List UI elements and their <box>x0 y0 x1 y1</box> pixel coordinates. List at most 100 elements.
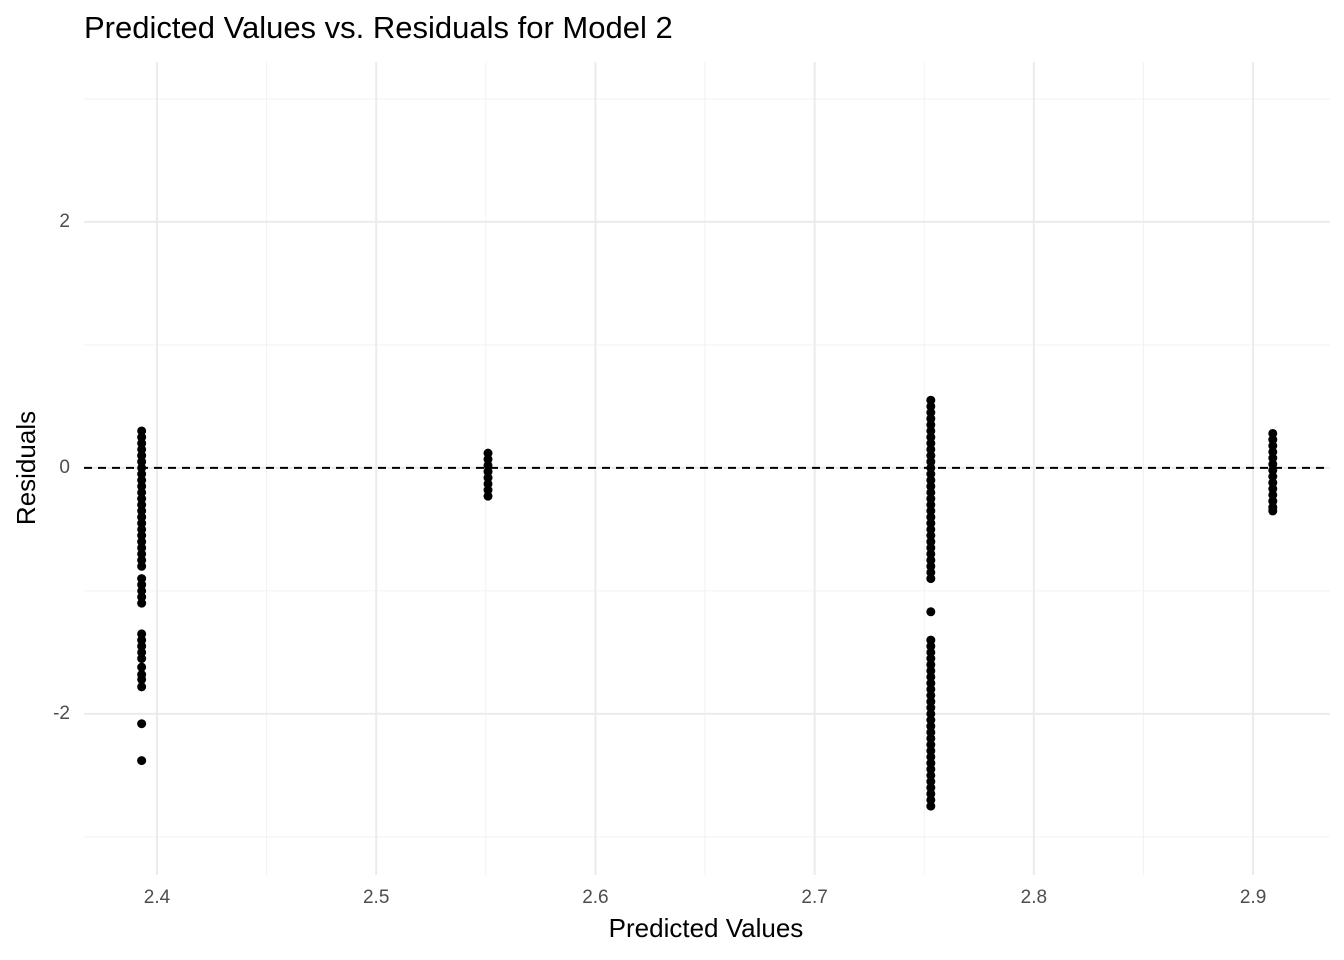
point <box>137 674 147 684</box>
y-tick-label: 0 <box>59 457 70 478</box>
point <box>1268 447 1278 457</box>
point <box>483 467 493 477</box>
plot-area <box>84 395 1330 811</box>
point <box>137 543 147 553</box>
point <box>926 764 936 774</box>
point <box>1268 484 1278 494</box>
point <box>137 549 147 559</box>
point <box>926 518 936 528</box>
point <box>137 586 147 596</box>
point <box>926 500 936 510</box>
point <box>137 756 147 766</box>
point <box>926 432 936 442</box>
point <box>137 457 147 467</box>
x-axis-label: Predicted Values <box>609 913 804 943</box>
point <box>926 641 936 651</box>
point <box>1268 435 1278 445</box>
point <box>137 641 147 651</box>
point <box>926 401 936 411</box>
point <box>926 703 936 713</box>
point <box>926 727 936 737</box>
point <box>926 801 936 811</box>
point <box>926 414 936 424</box>
point <box>926 684 936 694</box>
point <box>926 795 936 805</box>
point <box>137 647 147 657</box>
point <box>926 537 936 547</box>
y-axis-label: Residuals <box>11 411 41 525</box>
point <box>926 709 936 719</box>
point <box>926 770 936 780</box>
point <box>926 506 936 516</box>
point <box>926 697 936 707</box>
point <box>926 438 936 448</box>
point <box>1268 459 1278 469</box>
point <box>137 451 147 461</box>
point <box>926 426 936 436</box>
point <box>137 629 147 639</box>
point <box>926 607 936 617</box>
point <box>926 660 936 670</box>
point <box>926 408 936 418</box>
point <box>926 789 936 799</box>
point <box>926 777 936 787</box>
point <box>137 598 147 608</box>
point <box>926 752 936 762</box>
point <box>1268 506 1278 516</box>
point <box>926 444 936 454</box>
point <box>137 469 147 479</box>
point <box>483 473 493 483</box>
point <box>137 555 147 565</box>
point <box>137 580 147 590</box>
point <box>483 491 493 501</box>
x-tick-label: 2.7 <box>801 887 827 908</box>
point <box>926 721 936 731</box>
point <box>137 438 147 448</box>
point <box>137 475 147 485</box>
point <box>1268 490 1278 500</box>
point <box>926 543 936 553</box>
point <box>926 457 936 467</box>
point <box>926 494 936 504</box>
point <box>137 719 147 729</box>
point <box>483 485 493 495</box>
point <box>137 500 147 510</box>
point <box>926 733 936 743</box>
point <box>926 574 936 584</box>
point <box>137 574 147 584</box>
point <box>926 678 936 688</box>
y-tick-label: -2 <box>53 703 70 724</box>
point <box>1268 496 1278 506</box>
point <box>926 469 936 479</box>
point <box>137 494 147 504</box>
point <box>137 531 147 541</box>
point <box>137 481 147 491</box>
point <box>1268 478 1278 488</box>
point <box>926 555 936 565</box>
point <box>926 395 936 405</box>
point <box>137 506 147 516</box>
point <box>137 654 147 664</box>
point <box>926 567 936 577</box>
point <box>1268 453 1278 463</box>
point <box>137 592 147 602</box>
point <box>926 666 936 676</box>
point <box>926 524 936 534</box>
point <box>137 432 147 442</box>
point <box>926 690 936 700</box>
point <box>926 715 936 725</box>
x-tick-label: 2.8 <box>1021 887 1047 908</box>
x-tick-label: 2.9 <box>1240 887 1266 908</box>
point <box>926 647 936 657</box>
point <box>137 561 147 571</box>
chart-title: Predicted Values vs. Residuals for Model… <box>84 10 673 45</box>
y-tick-label: 2 <box>59 211 70 232</box>
point <box>1268 428 1278 438</box>
point <box>137 426 147 436</box>
point <box>926 740 936 750</box>
point <box>926 758 936 768</box>
point <box>926 654 936 664</box>
point <box>926 487 936 497</box>
x-tick-label: 2.5 <box>363 887 389 908</box>
point <box>483 454 493 464</box>
